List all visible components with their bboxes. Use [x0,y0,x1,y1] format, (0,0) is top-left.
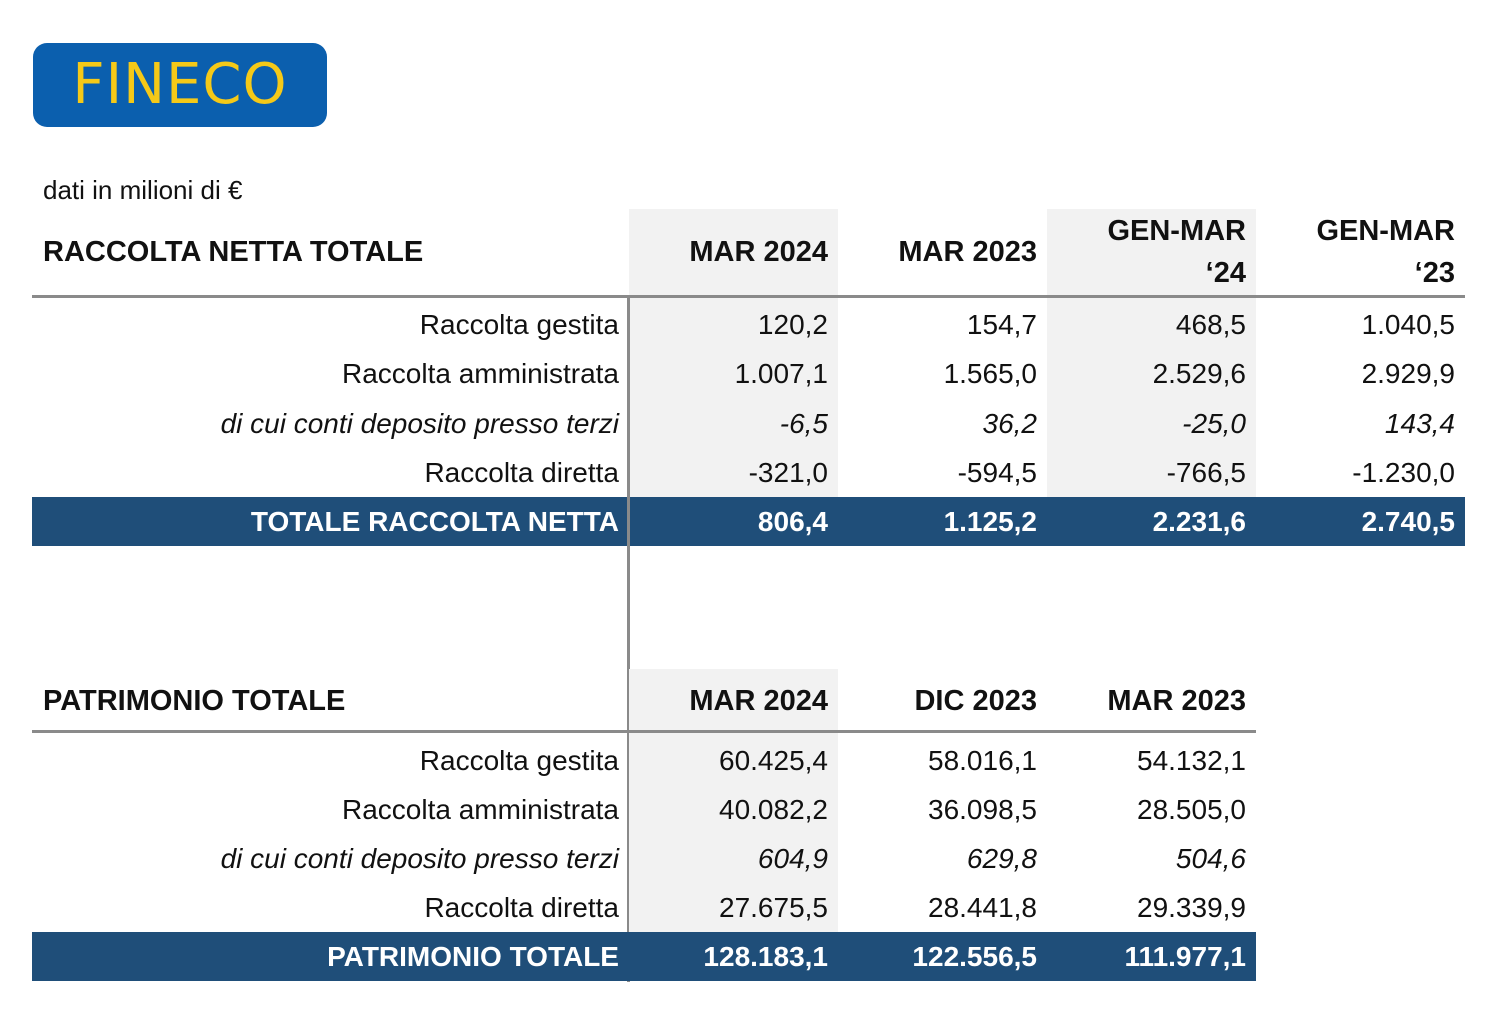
row-label: di cui conti deposito presso terzi [220,407,619,439]
total-value: 128.183,1 [703,940,828,972]
value-cell: 28.441,8 [928,891,1037,923]
value-cell: 143,4 [1384,407,1455,439]
column-header: MAR 2023 [898,235,1037,268]
table-title: RACCOLTA NETTA TOTALE [43,235,424,268]
table-row: Raccolta amministrata 40.082,2 36.098,5 … [32,785,1256,834]
value-cell: 60.425,4 [719,744,828,776]
row-label: Raccolta amministrata [342,357,619,389]
column-header-line1: GEN-MAR [1316,215,1455,247]
total-row: PATRIMONIO TOTALE 128.183,1 122.556,5 11… [32,932,1256,981]
value-cell: 468,5 [1175,308,1246,340]
value-cell: -6,5 [779,407,828,439]
table-row: di cui conti deposito presso terzi -6,5 … [32,399,1465,448]
total-value: 2.231,6 [1152,505,1246,537]
value-cell: 504,6 [1175,842,1246,874]
value-cell: -321,0 [748,456,828,488]
value-cell: 2.529,6 [1152,357,1246,389]
total-value: 806,4 [757,505,828,537]
table-row: Raccolta diretta 27.675,5 28.441,8 29.33… [32,883,1256,932]
column-header: MAR 2023 [1107,684,1246,717]
total-label: PATRIMONIO TOTALE [327,940,619,972]
column-header-line2: ‘24 [1205,257,1246,289]
total-assets-table: PATRIMONIO TOTALE MAR 2024 DIC 2023 MAR … [32,669,1256,981]
column-header: GEN-MAR ‘23 [1256,209,1465,295]
table-title: PATRIMONIO TOTALE [43,684,346,717]
value-cell: -766,5 [1166,456,1246,488]
row-label: Raccolta diretta [424,891,619,923]
value-cell: -594,5 [957,456,1037,488]
shaded-column-mar-2024 [629,209,838,497]
row-label: di cui conti deposito presso terzi [220,842,619,874]
value-cell: 36,2 [982,407,1038,439]
fineco-logo: FINECO [33,43,327,127]
value-cell: 27.675,5 [719,891,828,923]
column-header-line1: GEN-MAR [1107,215,1246,247]
total-value: 1.125,2 [943,505,1037,537]
value-cell: 54.132,1 [1137,744,1246,776]
column-header: GEN-MAR ‘24 [1047,209,1256,295]
value-cell: 29.339,9 [1137,891,1246,923]
table-header-row: PATRIMONIO TOTALE MAR 2024 DIC 2023 MAR … [32,669,1256,730]
table-row: di cui conti deposito presso terzi 604,9… [32,834,1256,883]
units-note: dati in milioni di € [43,175,243,205]
total-row: TOTALE RACCOLTA NETTA 806,4 1.125,2 2.23… [32,497,1465,546]
value-cell: 28.505,0 [1137,793,1246,825]
total-value: 111.977,1 [1124,940,1246,972]
column-header: MAR 2024 [689,235,828,268]
value-cell: 604,9 [757,842,828,874]
value-cell: 629,8 [966,842,1037,874]
column-header: MAR 2024 [689,684,828,717]
value-cell: 40.082,2 [719,793,828,825]
table-row: Raccolta gestita 60.425,4 58.016,1 54.13… [32,736,1256,785]
value-cell: -25,0 [1182,407,1246,439]
row-label: Raccolta gestita [419,308,619,340]
value-cell: 1.565,0 [943,357,1037,389]
value-cell: 1.040,5 [1361,308,1455,340]
value-cell: 154,7 [966,308,1037,340]
row-label: Raccolta gestita [419,744,619,776]
column-header: DIC 2023 [914,684,1037,717]
value-cell: 1.007,1 [734,357,828,389]
total-label: TOTALE RACCOLTA NETTA [250,505,619,537]
net-inflows-table: RACCOLTA NETTA TOTALE MAR 2024 MAR 2023 … [32,209,1465,546]
column-header-line2: ‘23 [1414,257,1455,289]
value-cell: -1.230,0 [1352,456,1455,488]
value-cell: 36.098,5 [928,793,1037,825]
table-row: Raccolta diretta -321,0 -594,5 -766,5 -1… [32,448,1465,497]
row-label: Raccolta amministrata [342,793,619,825]
header-rule [32,730,1256,733]
total-value: 2.740,5 [1361,505,1455,537]
header-rule [32,295,1465,298]
value-cell: 120,2 [757,308,828,340]
total-value: 122.556,5 [912,940,1037,972]
label-column-divider [627,295,630,982]
shaded-column-mar-2024 [629,669,838,932]
row-label: Raccolta diretta [424,456,619,488]
shaded-column-gen-mar-24 [1047,209,1256,497]
table-row: Raccolta gestita 120,2 154,7 468,5 1.040… [32,300,1465,349]
table-header-row: RACCOLTA NETTA TOTALE MAR 2024 MAR 2023 … [32,209,1465,295]
value-cell: 2.929,9 [1361,357,1455,389]
table-row: Raccolta amministrata 1.007,1 1.565,0 2.… [32,349,1465,398]
value-cell: 58.016,1 [928,744,1037,776]
logo-text: FINECO [72,52,288,117]
